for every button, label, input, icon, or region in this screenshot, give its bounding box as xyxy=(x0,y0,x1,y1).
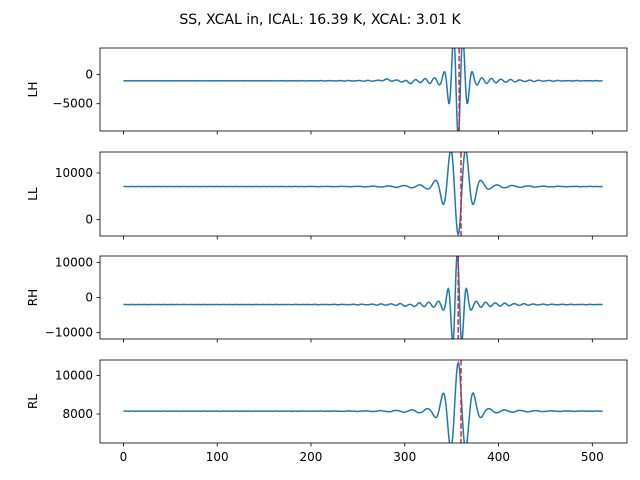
x-tick-label: 0 xyxy=(120,450,128,464)
y-tick-label: 8000 xyxy=(62,407,93,421)
x-tick-label: 200 xyxy=(300,450,323,464)
series-line-rl xyxy=(123,360,603,443)
y-tick-label: −10000 xyxy=(45,326,93,340)
panels: 0 −5000 LH 10000 0 LL 10000 0 −10000 RH 10000 8000 0… xyxy=(26,47,628,464)
panel-rh: 10000 0 −10000 RH xyxy=(26,255,628,343)
axes-frame-rl xyxy=(99,359,628,444)
series-line-rh xyxy=(123,256,603,339)
series-line-ll xyxy=(123,152,603,236)
y-tick-label: 10000 xyxy=(55,368,93,382)
y-axis-label-rh: RH xyxy=(26,289,40,306)
x-tick-label: 400 xyxy=(487,450,510,464)
panel-ll: 10000 0 LL xyxy=(26,151,628,240)
y-tick-label: 0 xyxy=(85,291,93,305)
y-tick-label: 10000 xyxy=(55,255,93,269)
series-line-lh xyxy=(123,48,603,131)
x-tick-label: 100 xyxy=(206,450,229,464)
axes-frame-rh xyxy=(99,255,628,340)
y-tick-label: −5000 xyxy=(52,97,93,111)
panel-lh: 0 −5000 LH xyxy=(26,47,628,135)
chart-title: SS, XCAL in, ICAL: 16.39 K, XCAL: 3.01 K xyxy=(179,12,461,28)
panel-rl: 10000 8000 0 100 200 300 400 500 RL xyxy=(26,359,628,464)
y-axis-label-lh: LH xyxy=(26,82,40,98)
y-axis-label-ll: LL xyxy=(26,187,40,201)
axes-frame-lh xyxy=(99,47,628,132)
y-tick-label: 0 xyxy=(85,68,93,82)
y-axis-label-rl: RL xyxy=(26,394,40,409)
x-tick-label: 300 xyxy=(393,450,416,464)
x-tick-label: 500 xyxy=(581,450,604,464)
axes-frame-ll xyxy=(99,151,628,237)
y-tick-label: 0 xyxy=(85,213,93,227)
y-tick-label: 10000 xyxy=(55,166,93,180)
